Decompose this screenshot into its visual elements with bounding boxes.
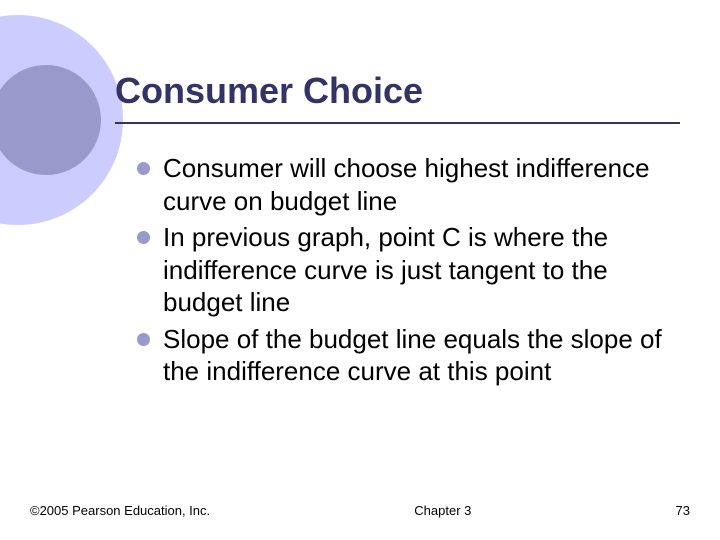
- slide-title: Consumer Choice: [115, 70, 680, 120]
- list-item: Consumer will choose highest indifferenc…: [137, 152, 680, 217]
- list-item: In previous graph, point C is where the …: [137, 221, 680, 319]
- bullet-list: Consumer will choose highest indifferenc…: [115, 152, 680, 388]
- footer-page-number: 73: [676, 503, 690, 518]
- corner-decoration: [0, 0, 130, 280]
- footer-copyright: ©2005 Pearson Education, Inc.: [30, 503, 210, 518]
- footer-chapter: Chapter 3: [414, 503, 471, 518]
- slide-content: Consumer Choice Consumer will choose hig…: [115, 70, 680, 392]
- deco-outer-circle: [0, 15, 123, 225]
- title-underline: [115, 122, 680, 124]
- list-item: Slope of the budget line equals the slop…: [137, 323, 680, 388]
- footer: ©2005 Pearson Education, Inc. Chapter 3 …: [30, 503, 690, 518]
- deco-inner-circle: [0, 65, 101, 175]
